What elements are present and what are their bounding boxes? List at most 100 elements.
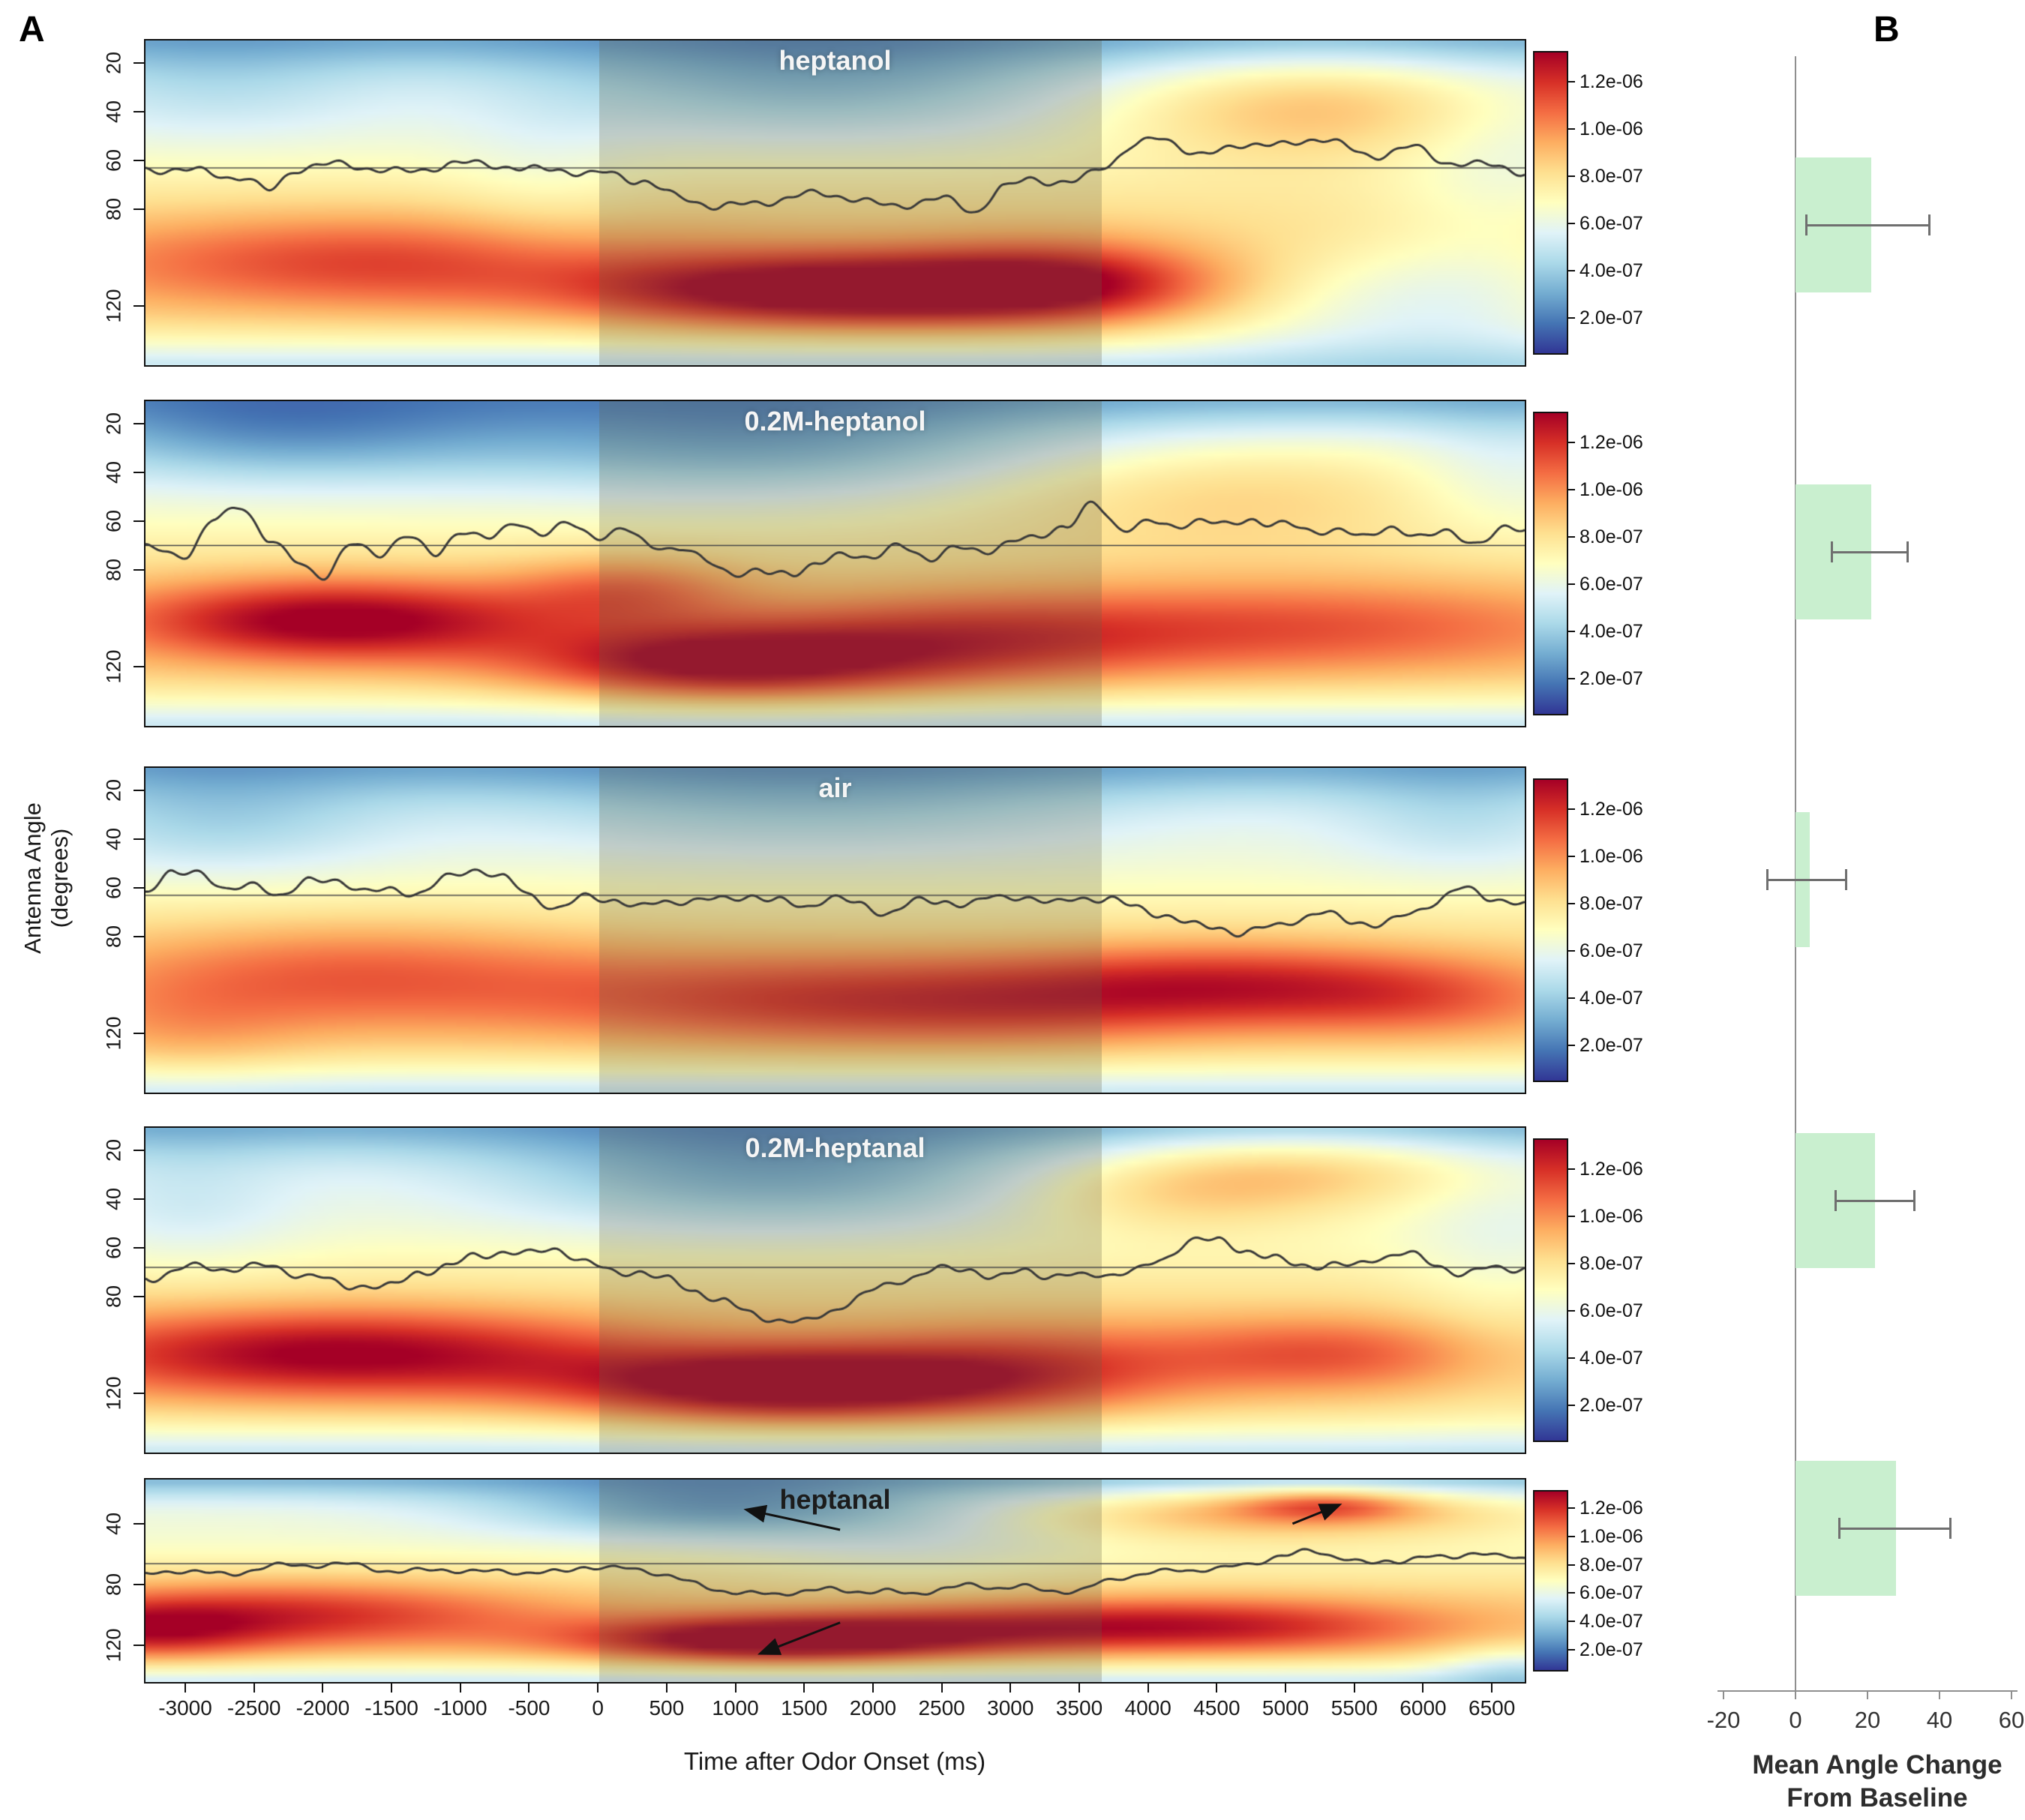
x-tick-mark bbox=[872, 1684, 874, 1693]
x-tick-label: 0 bbox=[592, 1696, 604, 1720]
colorbar-label: 1.2e-06 bbox=[1580, 798, 1643, 820]
colorbar-tick-mark bbox=[1568, 1507, 1575, 1510]
colorbar-label: 2.0e-07 bbox=[1580, 307, 1643, 329]
colorbar-tick-mark bbox=[1568, 678, 1575, 680]
error-bar-cap-low bbox=[1838, 1518, 1840, 1539]
error-bar-cap-low bbox=[1805, 214, 1808, 235]
x-tick-mark bbox=[803, 1684, 806, 1693]
y-tick-label: 80 bbox=[102, 1285, 125, 1308]
colorbar-tick-mark bbox=[1568, 1564, 1575, 1566]
y-tick-label: 80 bbox=[102, 925, 125, 948]
y-tick-label: 120 bbox=[102, 649, 125, 684]
colorbar-label: 1.0e-06 bbox=[1580, 1525, 1643, 1547]
y-tick-mark bbox=[134, 1645, 144, 1647]
error-bar-line bbox=[1832, 550, 1907, 553]
colorbar-tick-mark bbox=[1568, 855, 1575, 857]
x-tick-mark bbox=[665, 1684, 668, 1693]
x-tick-label: 2000 bbox=[849, 1696, 897, 1720]
colorbar bbox=[1533, 1138, 1568, 1442]
error-bar-cap-low bbox=[1834, 1190, 1837, 1211]
y-tick-label: 80 bbox=[102, 1573, 125, 1597]
x-tick-label: -1000 bbox=[433, 1696, 488, 1720]
x-tick-mark bbox=[391, 1684, 393, 1693]
x-tick-mark bbox=[734, 1684, 736, 1693]
y-tick-label: 60 bbox=[102, 148, 125, 172]
trace-canvas bbox=[146, 1480, 1525, 1682]
y-tick-label: 120 bbox=[102, 1628, 125, 1663]
error-bar-cap-high bbox=[1845, 869, 1848, 890]
y-tick-mark bbox=[134, 935, 144, 937]
colorbar-label: 8.0e-07 bbox=[1580, 165, 1643, 187]
y-tick-label: 20 bbox=[102, 779, 125, 802]
y-tick-mark bbox=[134, 62, 144, 64]
y-tick-mark bbox=[134, 472, 144, 474]
colorbar-tick-mark bbox=[1568, 631, 1575, 633]
colorbar-label: 8.0e-07 bbox=[1580, 1252, 1643, 1274]
bar-xaxis-title-line1: Mean Angle Change bbox=[1752, 1750, 2002, 1780]
colorbar-tick-mark bbox=[1568, 1535, 1575, 1537]
bar-x-tick-mark bbox=[2011, 1690, 2012, 1699]
y-tick-mark bbox=[134, 1584, 144, 1586]
y-tick-label: 60 bbox=[102, 876, 125, 899]
y-tick-mark bbox=[134, 568, 144, 571]
trace-canvas bbox=[146, 768, 1525, 1093]
colorbar-label: 2.0e-07 bbox=[1580, 668, 1643, 690]
colorbar-tick-mark bbox=[1568, 1215, 1575, 1217]
x-tick-label: -500 bbox=[508, 1696, 550, 1720]
x-tick-label: 4500 bbox=[1193, 1696, 1240, 1720]
colorbar-label: 4.0e-07 bbox=[1580, 988, 1643, 1009]
panel-title: heptanal bbox=[779, 1484, 891, 1515]
x-tick-mark bbox=[1422, 1684, 1424, 1693]
colorbar-label: 1.0e-06 bbox=[1580, 1205, 1643, 1227]
colorbar-label: 6.0e-07 bbox=[1580, 1582, 1643, 1604]
colorbar-tick-mark bbox=[1568, 1262, 1575, 1264]
colorbar-tick-mark bbox=[1568, 488, 1575, 490]
error-bar-line bbox=[1834, 1199, 1915, 1202]
error-bar-line bbox=[1806, 223, 1929, 226]
bar-xaxis-title: Mean Angle Change From Baseline bbox=[1732, 1749, 2022, 1815]
x-tick-mark bbox=[459, 1684, 461, 1693]
x-tick-label: 500 bbox=[649, 1696, 685, 1720]
colorbar-label: 2.0e-07 bbox=[1580, 1639, 1643, 1660]
colorbar-label: 8.0e-07 bbox=[1580, 526, 1643, 547]
bar-x-tick-mark bbox=[1723, 1690, 1724, 1699]
panel-title: heptanol bbox=[778, 45, 892, 76]
x-tick-mark bbox=[1147, 1684, 1149, 1693]
x-tick-label: -2000 bbox=[296, 1696, 350, 1720]
y-tick-label: 40 bbox=[102, 1512, 125, 1535]
trace-canvas bbox=[146, 401, 1525, 726]
colorbar-tick-mark bbox=[1568, 1648, 1575, 1651]
y-tick-mark bbox=[134, 1198, 144, 1201]
y-tick-label: 120 bbox=[102, 289, 125, 323]
error-bar-cap-high bbox=[1913, 1190, 1916, 1211]
y-tick-label: 40 bbox=[102, 461, 125, 484]
bar-x-tick-mark bbox=[1867, 1690, 1868, 1699]
colorbar bbox=[1533, 412, 1568, 715]
x-tick-mark bbox=[184, 1684, 186, 1693]
colorbar-tick-mark bbox=[1568, 175, 1575, 177]
y-tick-mark bbox=[134, 305, 144, 307]
y-tick-mark bbox=[134, 886, 144, 889]
x-tick-mark bbox=[253, 1684, 255, 1693]
trace-canvas bbox=[146, 1128, 1525, 1453]
panel-b-label: B bbox=[1874, 10, 1900, 49]
colorbar-label: 4.0e-07 bbox=[1580, 1348, 1643, 1369]
colorbar-tick-mark bbox=[1568, 270, 1575, 272]
colorbar-label: 6.0e-07 bbox=[1580, 213, 1643, 235]
colorbar-label: 1.2e-06 bbox=[1580, 431, 1643, 453]
y-tick-mark bbox=[134, 1246, 144, 1249]
error-bar-line bbox=[1766, 878, 1846, 881]
colorbar-label: 1.2e-06 bbox=[1580, 1158, 1643, 1180]
x-tick-label: 3500 bbox=[1055, 1696, 1103, 1720]
colorbar-tick-mark bbox=[1568, 1168, 1575, 1170]
colorbar-label: 1.0e-06 bbox=[1580, 478, 1643, 500]
y-tick-label: 40 bbox=[102, 828, 125, 851]
x-tick-label: 1000 bbox=[712, 1696, 759, 1720]
y-tick-mark bbox=[134, 790, 144, 792]
heatmap-panel-0.2M-heptanal: 0.2M-heptanal bbox=[144, 1126, 1526, 1454]
colorbar-label: 2.0e-07 bbox=[1580, 1395, 1643, 1417]
heatmap-panel-0.2M-heptanol: 0.2M-heptanol bbox=[144, 400, 1526, 727]
trace-canvas bbox=[146, 40, 1525, 365]
y-tick-label: 80 bbox=[102, 558, 125, 581]
